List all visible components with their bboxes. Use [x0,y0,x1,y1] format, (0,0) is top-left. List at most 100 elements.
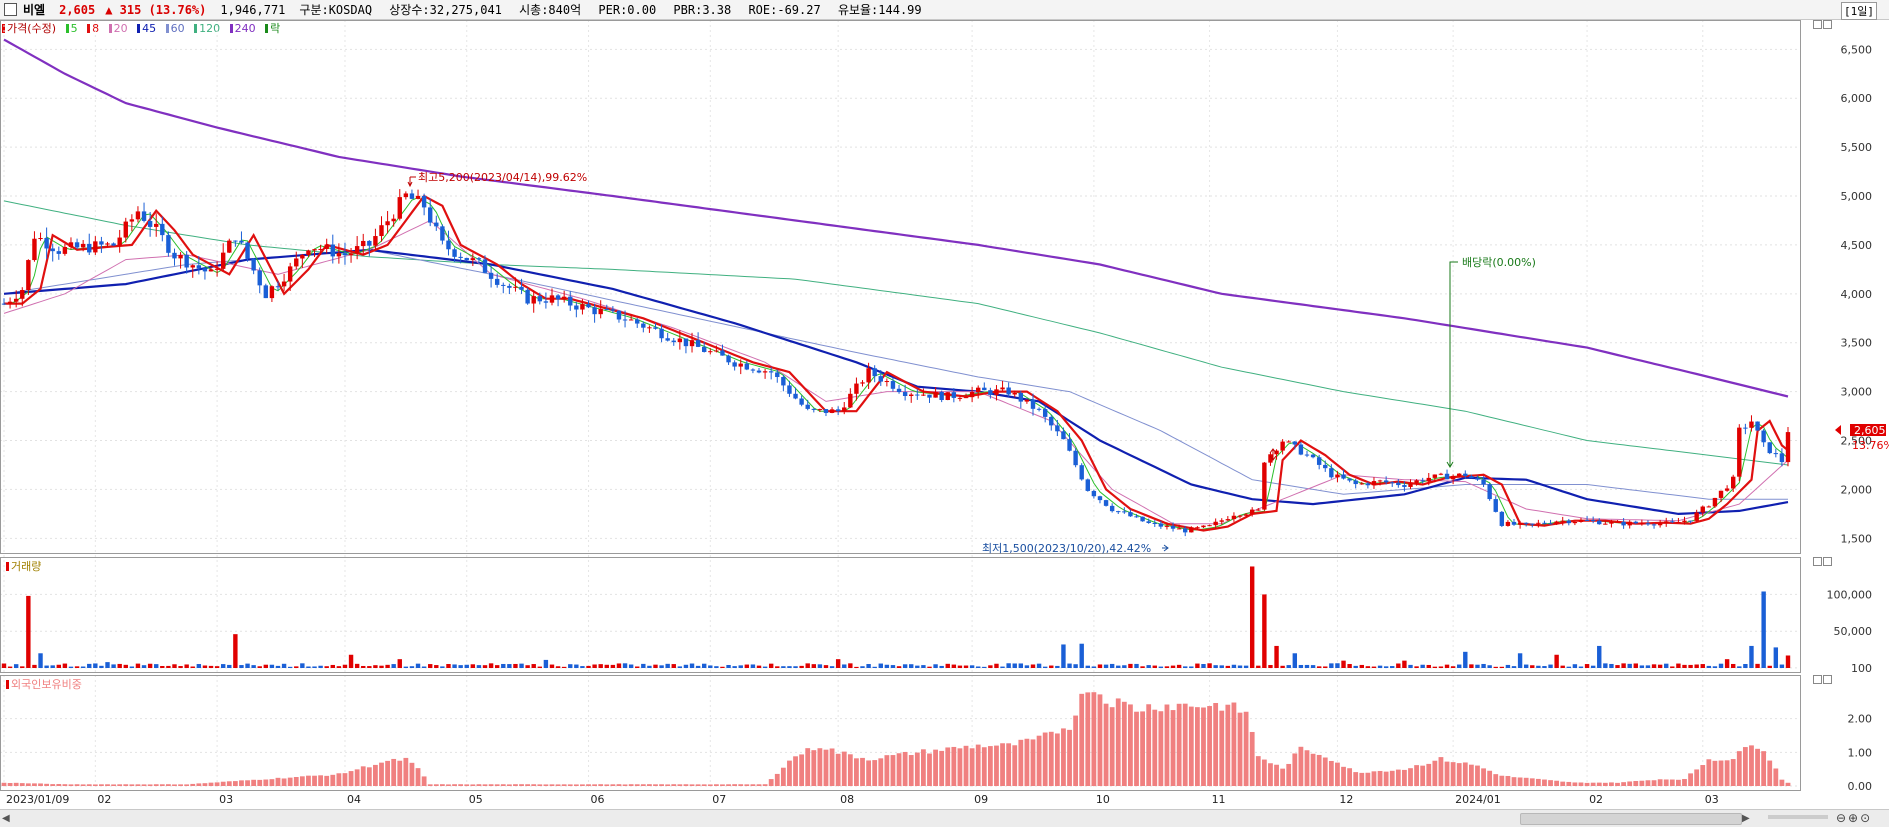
foreign-ratio-bar [555,784,561,786]
candle-body [1335,474,1340,478]
candle-body [147,220,153,227]
legend-ma-45[interactable]: 45 [137,22,156,35]
candle-body [829,409,835,413]
volume-bar [494,665,500,668]
foreign-ratio-bar [1255,756,1261,786]
candle-body [7,301,13,304]
volume-bar [32,664,37,668]
volume-bar [1176,664,1182,668]
volume-bar [1262,594,1267,668]
volume-bar [470,664,476,668]
volume-bar [1523,664,1529,668]
foreign-ratio-bar [872,760,878,786]
candle-body [208,269,214,272]
scroll-left-icon[interactable]: ◀ [2,813,10,824]
foreign-ratio-bar [573,784,579,786]
candle-body [281,281,287,287]
candle-body [1024,399,1030,402]
volume-bar [683,664,689,668]
candle-body [348,253,354,256]
candle-body [1042,409,1048,417]
volume-bar [1481,663,1486,668]
volume-bar [1073,664,1078,668]
zoom-slider[interactable] [1768,815,1828,819]
candle-body [781,377,786,386]
panel-close-icon[interactable] [1823,20,1832,29]
volume-bar [762,666,768,668]
legend-ma-8[interactable]: 8 [87,22,99,35]
volume-bar [482,665,488,668]
candle-body [1609,521,1614,524]
volume-bar [963,665,969,668]
foreign-ratio-bar [269,779,275,786]
candle-body [574,305,579,310]
foreign-ratio-bar [1347,768,1353,786]
volume-bar [1195,663,1200,668]
candle-body [1377,480,1383,482]
foreign-ratio-bar [1000,743,1005,786]
volume-bar [945,663,950,668]
foreign-close-icon[interactable] [1823,675,1832,684]
foreign-ratio-bar [324,775,330,786]
scroll-right-icon[interactable]: ▶ [1742,813,1750,824]
foreign-ratio-bar [1627,781,1633,786]
foreign-ratio-bar [1103,703,1109,786]
legend-ex-dividend[interactable]: 락 [265,22,280,35]
foreign-ratio-bar [567,784,573,786]
foreign-tick-label: 2.00 [1848,713,1873,726]
chart-scrollbar[interactable]: ◀ ▶ ⊖⊕⊙ [0,809,1889,827]
foreign-ratio-bar [683,784,689,786]
volume-collapse-icon[interactable] [1813,557,1822,566]
candle-body [1463,473,1468,477]
foreign-ratio-bar [987,746,993,786]
candle-body [1615,521,1620,523]
foreign-ratio-bar [1335,762,1340,786]
panel-collapse-icon[interactable] [1813,20,1822,29]
foreign-ratio-bar [1304,750,1310,786]
select-checkbox[interactable] [4,3,17,16]
stock-chart[interactable]: 6,500 6,000 5,500 5,000 4,500 4,000 3,500 3,000… [0,0,1889,809]
foreign-collapse-icon[interactable] [1813,675,1822,684]
legend-ma-20[interactable]: 20 [108,22,128,35]
volume-bar [1438,666,1444,668]
volume-bar [726,664,731,668]
volume-bar [915,665,920,668]
zoom-icons[interactable]: ⊖⊕⊙ [1836,811,1873,825]
period-selector[interactable]: [1일] [1841,2,1877,20]
volume-bar [1000,666,1005,668]
volume-bar [604,664,609,668]
foreign-ratio-bar [415,768,421,786]
volume-bar [154,664,159,668]
foreign-ratio-bar [695,784,701,786]
legend-ma-60[interactable]: 60 [165,22,185,35]
candle-body [1773,453,1779,455]
foreign-ratio-bar [914,752,920,786]
volume-bar [269,664,275,668]
legend-ma-120[interactable]: 120 [194,22,220,35]
candle-body [239,240,244,243]
candle-body [872,368,877,377]
foreign-ratio-bar [1736,751,1742,786]
foreign-ratio-bar [1042,732,1048,786]
high-arrow-icon [407,176,416,188]
legend-price[interactable]: 가격(수정) [2,22,56,35]
volume-bar [1036,663,1042,668]
foreign-ratio-bar [653,784,658,786]
volume-bar [1432,666,1438,668]
legend-ma-240[interactable]: 240 [229,22,256,35]
candle-body [738,363,743,367]
scroll-thumb[interactable] [1520,813,1742,825]
candle-body [434,222,439,227]
volume-bar [811,664,817,668]
volume-close-icon[interactable] [1823,557,1832,566]
candle-body [336,253,342,257]
foreign-ratio-bar [994,745,999,786]
date-tick-label: 08 [840,793,854,806]
volume-bar [1639,665,1645,668]
foreign-ratio-bar [1061,728,1066,786]
candle-body [909,394,914,397]
volume-bar [1249,566,1255,668]
volume-bar [354,663,360,668]
candle-body [1018,392,1024,402]
legend-ma-5[interactable]: 5 [65,22,78,35]
